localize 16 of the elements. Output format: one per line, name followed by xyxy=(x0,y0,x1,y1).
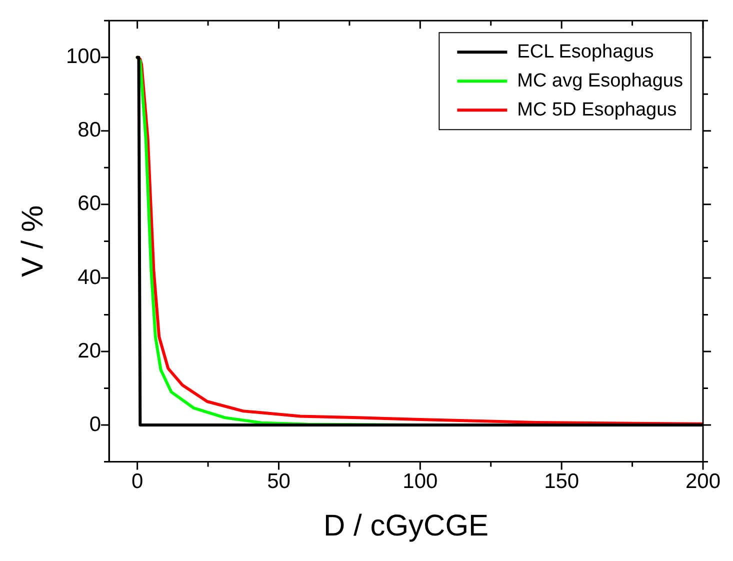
y-tick-label: 80 xyxy=(78,118,102,142)
x-tick-label: 0 xyxy=(131,470,144,494)
x-axis-title: D / cGyCGE xyxy=(324,509,489,542)
y-tick-label: 100 xyxy=(66,45,102,68)
legend-label: ECL Esophagus xyxy=(517,41,654,62)
y-tick-label: 20 xyxy=(78,339,102,362)
x-tick-label: 150 xyxy=(544,470,580,494)
x-tick-label: 50 xyxy=(267,470,290,494)
x-tick-label: 200 xyxy=(685,470,721,494)
y-tick-label: 60 xyxy=(78,192,102,216)
y-tick-label: 0 xyxy=(89,412,102,436)
y-axis-title: V / % xyxy=(16,205,50,278)
legend-label: MC avg Esophagus xyxy=(517,70,684,92)
x-tick-label: 100 xyxy=(402,470,438,494)
y-tick-label: 40 xyxy=(78,266,102,289)
legend-label: MC 5D Esophagus xyxy=(517,99,677,120)
